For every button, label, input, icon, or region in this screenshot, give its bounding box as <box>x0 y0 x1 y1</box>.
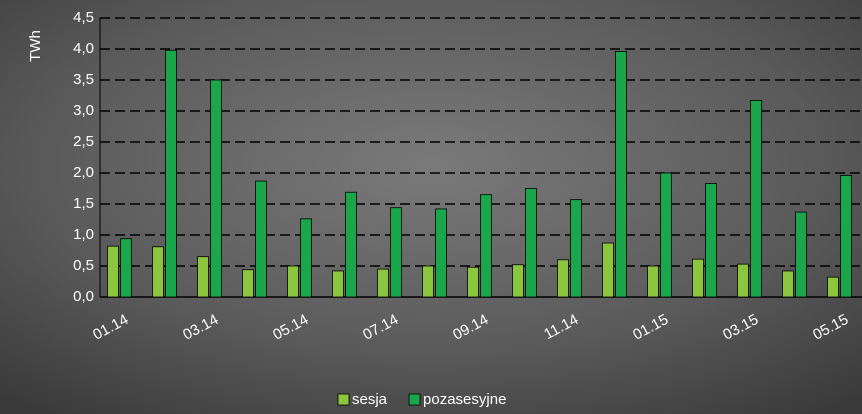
y-tick-label: 4,0 <box>73 40 94 57</box>
y-tick-label: 1,5 <box>73 195 94 212</box>
y-tick-label: 2,0 <box>73 164 94 181</box>
bar <box>557 259 569 298</box>
y-tick-label: 0,5 <box>73 257 94 274</box>
bar <box>120 238 132 298</box>
y-tick-label: 0,0 <box>73 288 94 305</box>
bar <box>255 180 267 298</box>
y-tick-label: 1,0 <box>73 226 94 243</box>
bar <box>210 79 222 298</box>
bar <box>647 265 659 298</box>
bar <box>705 183 717 298</box>
bar <box>840 175 852 298</box>
bar <box>300 218 312 298</box>
y-tick-label: 4,5 <box>73 9 94 26</box>
bar <box>422 265 434 298</box>
bar <box>750 100 762 298</box>
bar <box>692 258 704 298</box>
bar <box>332 270 344 298</box>
y-tick-label: 2,5 <box>73 133 94 150</box>
y-axis-label: TWh <box>27 30 44 62</box>
bar <box>602 242 614 298</box>
bar <box>197 256 209 298</box>
legend-label: pozasesyjne <box>423 391 506 408</box>
bar <box>782 270 794 298</box>
bar <box>737 263 749 298</box>
bar <box>827 276 839 298</box>
bar <box>242 269 254 298</box>
legend-swatch <box>408 393 421 406</box>
bar <box>525 188 537 298</box>
bar <box>287 265 299 298</box>
bar <box>467 266 479 298</box>
legend-swatch <box>337 393 350 406</box>
bar <box>570 199 582 298</box>
legend-label: sesja <box>352 391 388 408</box>
bar <box>165 49 177 298</box>
bar <box>435 208 447 298</box>
bar <box>660 172 672 298</box>
bar <box>512 264 524 298</box>
bar <box>377 268 389 298</box>
y-tick-label: 3,5 <box>73 71 94 88</box>
bar <box>152 246 164 298</box>
bar <box>345 191 357 298</box>
bar <box>390 207 402 298</box>
bar <box>480 194 492 298</box>
bar <box>107 245 119 298</box>
bar <box>795 211 807 298</box>
bar <box>615 51 627 298</box>
y-tick-label: 3,0 <box>73 102 94 119</box>
